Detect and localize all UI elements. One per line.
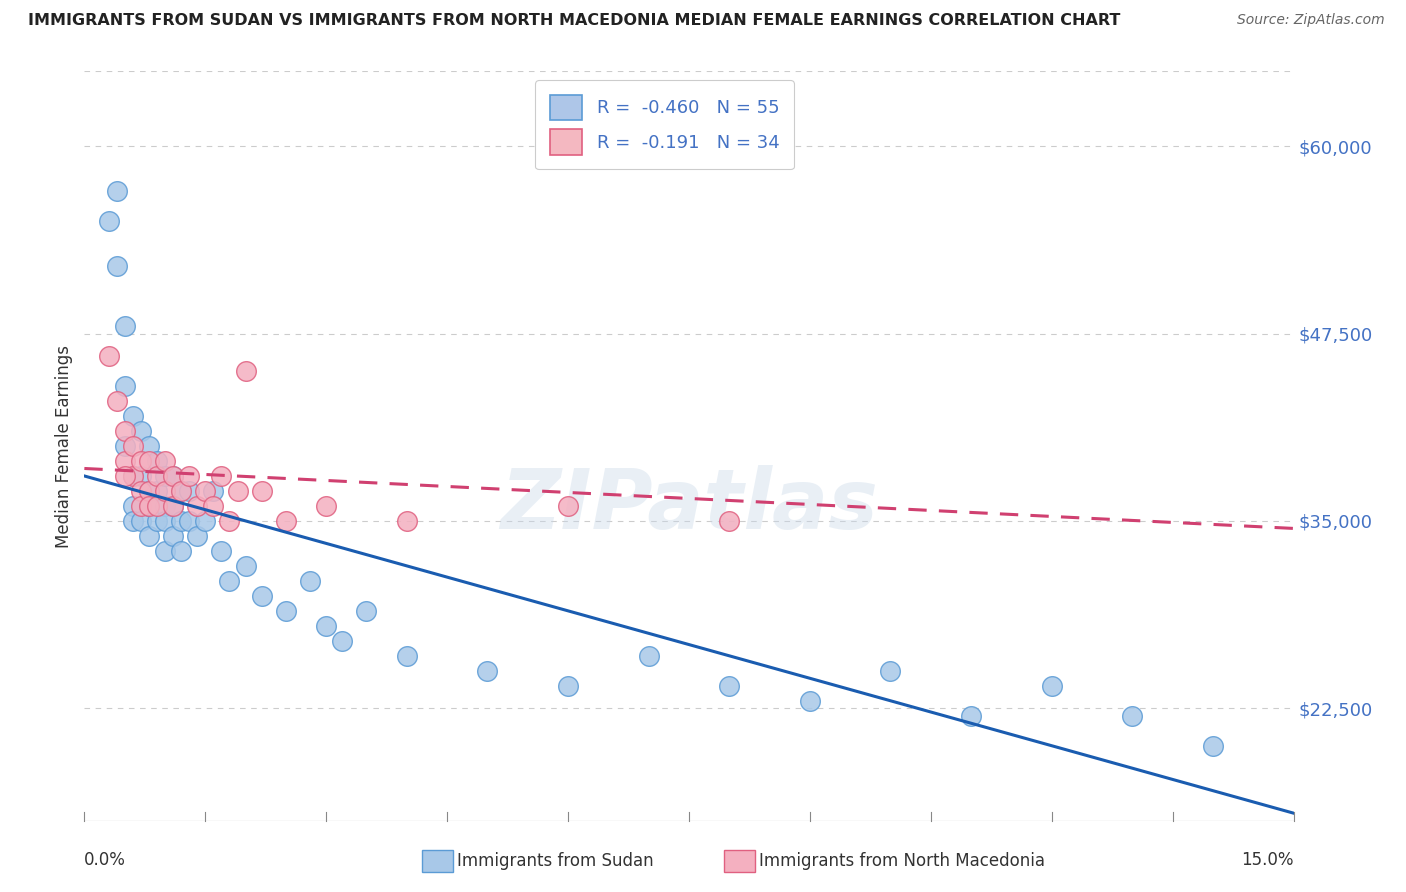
Point	[162, 469, 184, 483]
Point	[97, 349, 120, 363]
Point	[146, 469, 169, 483]
Point	[274, 514, 297, 528]
Point	[315, 619, 337, 633]
Point	[114, 454, 136, 468]
Point	[114, 424, 136, 438]
Point	[153, 483, 176, 498]
Point	[114, 379, 136, 393]
Point	[121, 439, 143, 453]
Point	[250, 483, 273, 498]
Text: Immigrants from Sudan: Immigrants from Sudan	[457, 852, 654, 871]
Point	[105, 184, 128, 198]
Point	[1040, 679, 1063, 693]
Point	[129, 424, 152, 438]
Point	[129, 469, 152, 483]
Point	[194, 483, 217, 498]
Point	[718, 679, 741, 693]
Point	[146, 514, 169, 528]
Point	[170, 514, 193, 528]
Point	[129, 454, 152, 468]
Point	[129, 483, 152, 498]
Point	[129, 514, 152, 528]
Point	[162, 499, 184, 513]
Point	[121, 469, 143, 483]
Text: Source: ZipAtlas.com: Source: ZipAtlas.com	[1237, 13, 1385, 28]
Point	[138, 499, 160, 513]
Text: 15.0%: 15.0%	[1241, 851, 1294, 869]
Point	[179, 514, 201, 528]
Point	[235, 364, 257, 378]
Point	[315, 499, 337, 513]
Point	[250, 589, 273, 603]
Point	[114, 319, 136, 334]
Point	[194, 514, 217, 528]
Point	[146, 483, 169, 498]
Point	[209, 544, 232, 558]
Point	[799, 694, 821, 708]
Point	[97, 214, 120, 228]
Point	[960, 708, 983, 723]
Point	[202, 499, 225, 513]
Point	[162, 499, 184, 513]
Point	[356, 604, 378, 618]
Point	[226, 483, 249, 498]
Point	[153, 469, 176, 483]
Point	[186, 529, 208, 543]
Point	[179, 469, 201, 483]
Point	[153, 544, 176, 558]
Point	[395, 514, 418, 528]
Point	[121, 409, 143, 423]
Point	[138, 483, 160, 498]
Point	[170, 544, 193, 558]
Point	[153, 454, 176, 468]
Point	[879, 664, 901, 678]
Point	[105, 259, 128, 273]
Point	[153, 499, 176, 513]
Point	[557, 679, 579, 693]
Point	[153, 514, 176, 528]
Point	[179, 483, 201, 498]
Point	[162, 469, 184, 483]
Point	[235, 558, 257, 573]
Point	[1121, 708, 1143, 723]
Point	[1202, 739, 1225, 753]
Legend: R =  -0.460   N = 55, R =  -0.191   N = 34: R = -0.460 N = 55, R = -0.191 N = 34	[536, 80, 794, 169]
Text: Immigrants from North Macedonia: Immigrants from North Macedonia	[759, 852, 1045, 871]
Point	[557, 499, 579, 513]
Point	[186, 499, 208, 513]
Point	[121, 514, 143, 528]
Point	[299, 574, 322, 588]
Point	[637, 648, 659, 663]
Point	[330, 633, 353, 648]
Point	[170, 483, 193, 498]
Point	[105, 394, 128, 409]
Text: IMMIGRANTS FROM SUDAN VS IMMIGRANTS FROM NORTH MACEDONIA MEDIAN FEMALE EARNINGS : IMMIGRANTS FROM SUDAN VS IMMIGRANTS FROM…	[28, 13, 1121, 29]
Point	[121, 499, 143, 513]
Point	[138, 439, 160, 453]
Point	[138, 499, 160, 513]
Point	[477, 664, 499, 678]
Point	[209, 469, 232, 483]
Point	[138, 454, 160, 468]
Point	[718, 514, 741, 528]
Point	[138, 483, 160, 498]
Point	[146, 499, 169, 513]
Point	[395, 648, 418, 663]
Point	[162, 529, 184, 543]
Point	[138, 529, 160, 543]
Point	[121, 469, 143, 483]
Point	[202, 483, 225, 498]
Y-axis label: Median Female Earnings: Median Female Earnings	[55, 344, 73, 548]
Text: 0.0%: 0.0%	[84, 851, 127, 869]
Point	[114, 469, 136, 483]
Point	[218, 574, 240, 588]
Point	[129, 499, 152, 513]
Text: ZIPatlas: ZIPatlas	[501, 466, 877, 547]
Point	[146, 454, 169, 468]
Point	[218, 514, 240, 528]
Point	[170, 483, 193, 498]
Point	[274, 604, 297, 618]
Point	[114, 439, 136, 453]
